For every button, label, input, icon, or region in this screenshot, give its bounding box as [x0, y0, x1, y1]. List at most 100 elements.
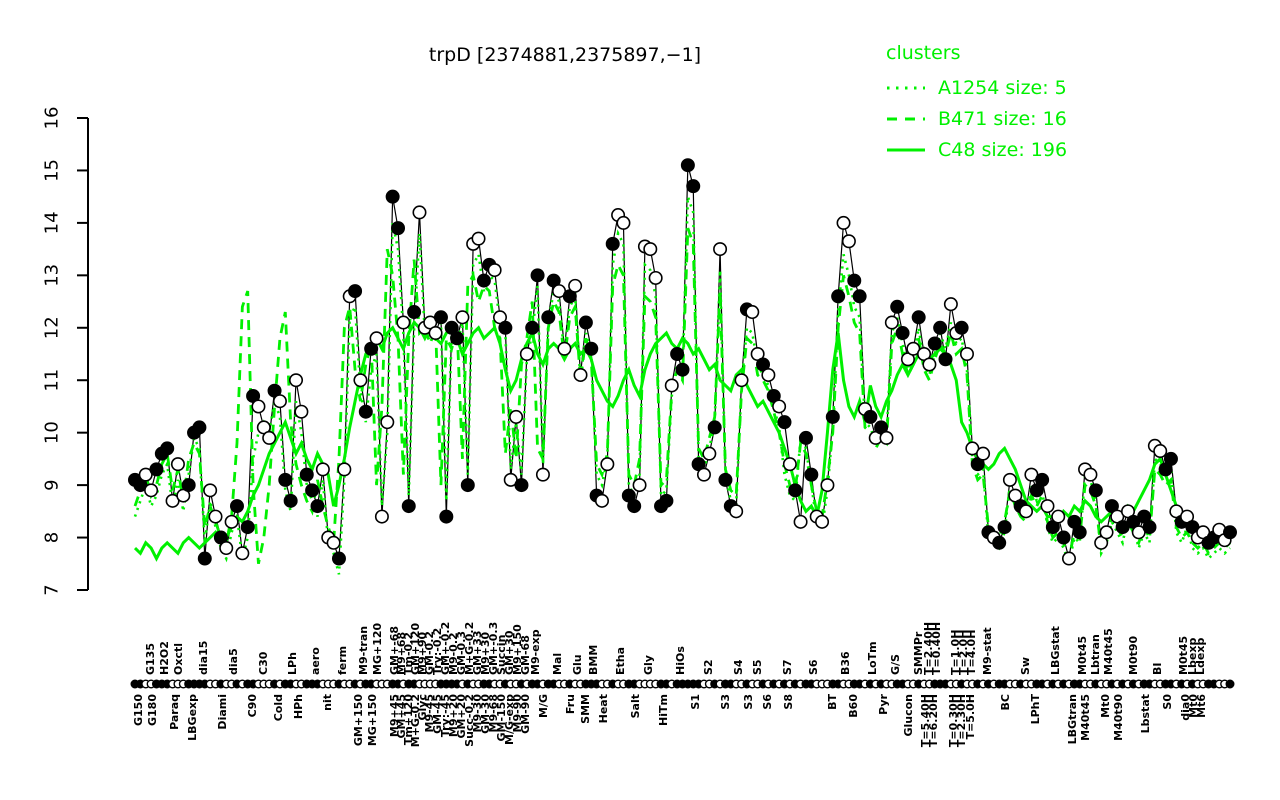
expression-point [514, 478, 529, 493]
x-axis-condition-label-bottom: S0 [1161, 694, 1174, 710]
expression-point [219, 541, 234, 556]
expression-point [632, 478, 647, 493]
x-axis-condition-label-top: SMMPr [912, 631, 925, 675]
x-axis-condition-label-top: Lbexp [1186, 638, 1199, 675]
x-axis-condition-label-top: GM+-0.2 [439, 622, 452, 675]
expression-point [229, 499, 244, 514]
expression-point [1163, 451, 1178, 466]
expression-point [927, 336, 942, 351]
x-axis-condition-label-top: T=4.0H [965, 630, 978, 675]
y-axis-tick-label: 14 [42, 211, 63, 234]
x-axis-condition-label-top: GM+-0.3 [487, 622, 500, 675]
expression-point [1040, 499, 1055, 514]
expression-point [374, 509, 389, 524]
expression-point [594, 493, 609, 508]
x-axis-condition-label-top: Sw [1019, 657, 1032, 675]
x-axis-condition-label-bottom: MG+150 [366, 694, 379, 746]
x-axis-condition-label-bottom: M9-30 [471, 694, 484, 733]
x-axis-condition-label-top: M+G-0.2 [463, 622, 476, 675]
expression-point [240, 520, 255, 535]
expression-point [278, 472, 293, 487]
x-axis-condition-label-bottom: Succ-0.2 [463, 694, 476, 747]
x-axis-condition-label-bottom: G180 [146, 694, 159, 726]
expression-point [455, 310, 470, 325]
expression-point [262, 430, 277, 445]
x-axis-condition-label-bottom: B60 [847, 694, 860, 718]
legend-item-a1254: A1254 size: 5 [886, 72, 1067, 103]
x-axis-condition-label-bottom: Cold [272, 694, 285, 721]
expression-point [761, 367, 776, 382]
x-axis-condition-label-top: Etha [614, 647, 627, 675]
x-axis-condition-label-bottom: T=6.20H [927, 694, 940, 747]
x-axis-condition-label-bottom: T=0.30H [947, 694, 960, 747]
x-axis-condition-label-bottom: M9+45 [388, 694, 401, 737]
legend-label: B471 size: 16 [938, 107, 1067, 130]
expression-point [401, 499, 416, 514]
expression-point [192, 420, 207, 435]
expression-point [391, 221, 406, 236]
x-axis-condition-label-top: M40t45 [1102, 628, 1115, 675]
x-axis-condition-label-bottom: S3 [742, 694, 755, 710]
expression-point [933, 320, 948, 335]
expression-point [305, 483, 320, 498]
x-axis-condition-label-top: S6 [807, 659, 820, 675]
expression-point [535, 467, 550, 482]
x-axis-condition-label-top: G/S [889, 654, 902, 675]
x-axis-condition-label-bottom: GM-90 [519, 694, 532, 734]
x-axis-condition-label-top: LBGstat [1049, 626, 1062, 675]
y-axis-tick-label: 11 [42, 369, 63, 392]
expression-point [841, 234, 856, 249]
x-axis-condition-label-top: MG+120 [371, 623, 384, 675]
x-axis-condition-label-top: M9+30 [479, 632, 492, 675]
x-axis-condition-label-bottom: M/G [537, 694, 550, 718]
expression-point [707, 420, 722, 435]
expression-point [353, 373, 368, 388]
expression-point [224, 514, 239, 529]
x-axis-condition-label-top: M0t45 [1076, 636, 1089, 675]
x-axis-condition-label-top: Mal [551, 653, 564, 675]
expression-point [471, 231, 486, 246]
y-axis-tick-label: 7 [42, 584, 63, 595]
expression-point [337, 462, 352, 477]
x-axis-condition-label-bottom: T=2.30H [955, 694, 968, 747]
expression-point [294, 404, 309, 419]
x-axis-condition-label-top: S5 [751, 659, 764, 675]
x-axis-condition-label-bottom: dia0 [1179, 694, 1192, 721]
legend-title: clusters [886, 42, 961, 64]
x-axis-condition-label-top: M0t90 [1127, 635, 1140, 675]
expression-point [181, 478, 196, 493]
expression-point [734, 373, 749, 388]
expression-point [208, 509, 223, 524]
expression-point [487, 263, 502, 278]
x-axis-condition-label-bottom: S8 [782, 694, 795, 710]
x-axis-condition-label-top: M9-exp [529, 629, 542, 675]
x-axis-condition-label-top: dia15 [197, 641, 210, 675]
expression-point [643, 242, 658, 257]
expression-point [1002, 472, 1017, 487]
x-axis-condition-label-top: GM-0.3 [455, 631, 468, 675]
expression-point [358, 404, 373, 419]
expression-point [1142, 520, 1157, 535]
x-axis-condition-label-top: ferm [336, 646, 349, 675]
y-axis-tick-label: 13 [42, 264, 63, 287]
y-axis-tick-label: 8 [42, 532, 63, 543]
expression-point [348, 284, 363, 299]
expression-point [519, 346, 534, 361]
expression-point [713, 242, 728, 257]
expression-point [144, 483, 159, 498]
x-axis-condition-label-top: S2 [702, 659, 715, 675]
dashed-line-sample-icon [887, 117, 925, 120]
x-axis-condition-label-bottom: Lbstat [1139, 694, 1152, 733]
x-axis-condition-label-bottom: LPhT [1029, 694, 1042, 725]
x-axis-condition-label-top: aero [309, 647, 322, 675]
x-axis-condition-label-bottom: nit [321, 694, 334, 711]
expression-point [616, 215, 631, 230]
x-axis-condition-label-top: GM+30 [503, 630, 516, 675]
expression-point [203, 483, 218, 498]
expression-point [600, 457, 615, 472]
expression-point [879, 430, 894, 445]
expression-point [884, 315, 899, 330]
x-axis-condition-label-top: Tm-0.2 [402, 632, 415, 675]
x-axis-condition-label-top: LoTm [866, 641, 879, 675]
x-axis-condition-label-top: Try:-0.2 [431, 628, 444, 675]
